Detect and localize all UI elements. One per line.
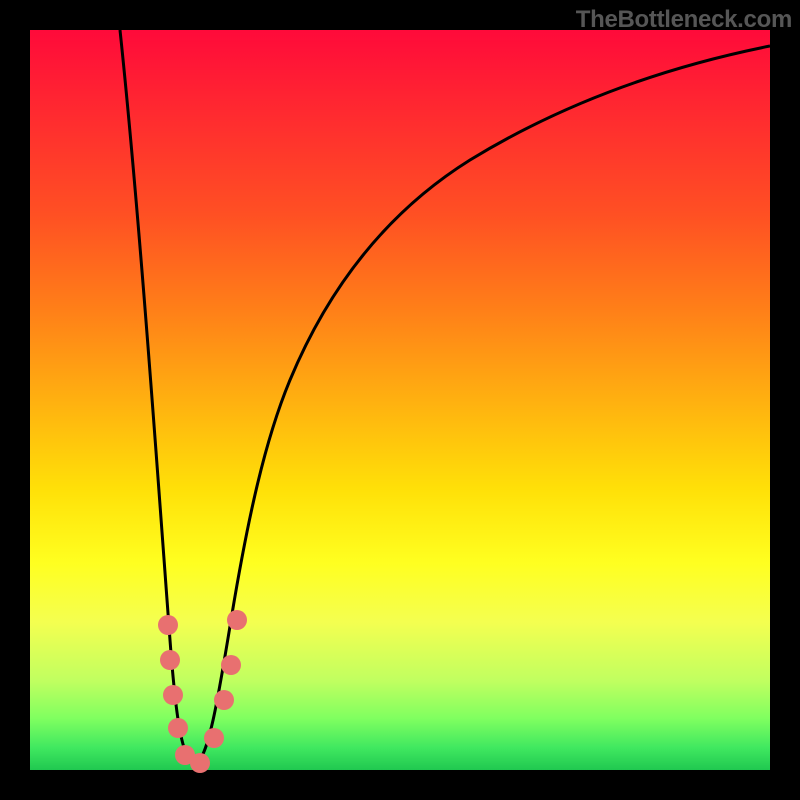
data-marker: [158, 615, 178, 635]
data-marker: [160, 650, 180, 670]
data-marker: [227, 610, 247, 630]
data-marker: [163, 685, 183, 705]
data-marker: [221, 655, 241, 675]
bottleneck-chart: TheBottleneck.com: [0, 0, 800, 800]
data-marker: [168, 718, 188, 738]
chart-svg: [0, 0, 800, 800]
data-marker: [204, 728, 224, 748]
data-marker: [190, 753, 210, 773]
data-marker: [214, 690, 234, 710]
plot-background: [30, 30, 770, 770]
watermark-text: TheBottleneck.com: [576, 6, 792, 34]
